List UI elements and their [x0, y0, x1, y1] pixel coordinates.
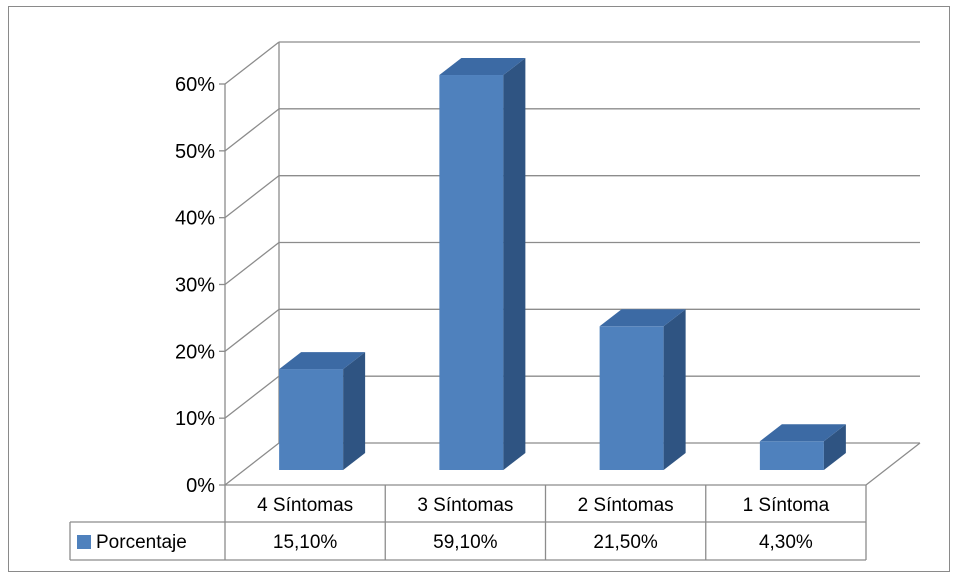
x-category-label: 2 Síntomas [578, 495, 674, 516]
bar-side [823, 424, 846, 470]
data-label: 59,10% [433, 532, 498, 553]
gridline-side [224, 41, 280, 85]
bar-side [343, 352, 366, 470]
bar-side [503, 58, 526, 470]
data-label: 21,50% [593, 532, 658, 553]
y-axis-ticks: 0% 10% 20% 30% 40% 50% 60% [175, 74, 225, 497]
legend-swatch [77, 535, 91, 549]
legend-label: Porcentaje [96, 532, 187, 553]
y-tick-label: 10% [175, 408, 215, 430]
gridline-side [224, 241, 280, 286]
y-tick-label: 50% [175, 141, 215, 163]
chart-frame [8, 6, 950, 572]
gridline-side [224, 108, 280, 152]
gridline-side [224, 175, 280, 219]
bar [439, 75, 504, 470]
bar-top [279, 352, 366, 370]
gridline-side [224, 308, 280, 352]
data-label: 15,10% [273, 532, 338, 553]
x-category-label: 4 Síntomas [257, 495, 353, 516]
bar-top [759, 424, 846, 442]
y-tick-label: 60% [175, 74, 215, 96]
bars [279, 58, 846, 470]
bar [279, 369, 344, 470]
bar-top [599, 309, 686, 327]
x-category-label: 3 Síntomas [417, 495, 513, 516]
data-table: 4 Síntomas 15,10% 3 Síntomas 59,10% 2 Síntom… [69, 485, 867, 561]
x-category-label: 1 Síntoma [743, 495, 830, 516]
y-tick-label: 0% [186, 475, 215, 497]
bar [759, 441, 824, 470]
data-label: 4,30% [759, 532, 813, 553]
y-tick-label: 20% [175, 341, 215, 363]
y-tick-label: 30% [175, 275, 215, 297]
bar-side [663, 309, 686, 470]
bar-top [439, 58, 526, 76]
y-tick-label: 40% [175, 208, 215, 230]
gridline-side [224, 442, 280, 486]
bar [599, 326, 664, 470]
gridline-side [224, 375, 280, 419]
